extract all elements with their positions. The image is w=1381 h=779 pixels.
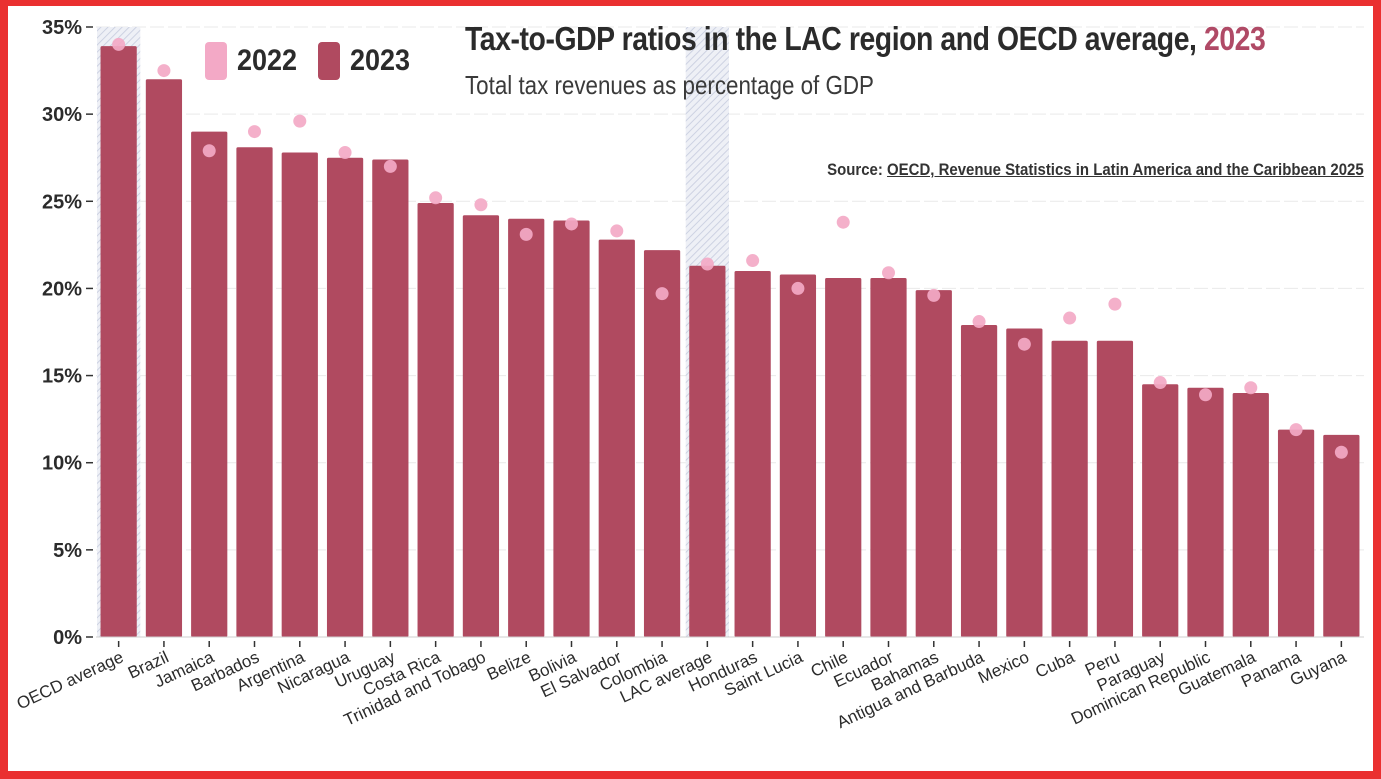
y-tick-label: 25%	[42, 191, 82, 213]
legend-swatch-2023	[317, 42, 340, 80]
chart-subtitle: Total tax revenues as percentage of GDP	[465, 70, 874, 100]
bar-2023	[960, 325, 998, 637]
dot-2022	[610, 224, 624, 238]
y-tick-label: 20%	[42, 278, 82, 300]
dots-2022	[112, 37, 1348, 459]
chart-title-year: 2023	[1203, 20, 1266, 57]
y-tick-label: 35%	[42, 17, 82, 39]
x-tick-label: OECD average	[14, 647, 127, 713]
legend: 2022 2023	[205, 42, 421, 80]
dot-2022	[519, 227, 533, 241]
dot-2022	[157, 64, 171, 78]
bar-2023	[1187, 387, 1224, 637]
bar-2023	[100, 46, 137, 637]
chart-title-main: Tax-to-GDP ratios in the LAC region and …	[465, 20, 1204, 57]
bar-2023	[326, 157, 364, 637]
dot-2022	[112, 37, 126, 51]
bar-2023	[870, 277, 907, 637]
dot-2022	[1244, 381, 1258, 395]
x-tick-label: Mexico	[975, 647, 1032, 687]
dot-2022	[1289, 423, 1303, 437]
dot-2022	[1334, 445, 1348, 459]
bar-2023	[1277, 429, 1315, 637]
dot-2022	[429, 191, 443, 205]
bar-2023	[689, 265, 726, 637]
dot-2022	[746, 254, 760, 268]
dot-2022	[474, 198, 488, 212]
dot-2022	[700, 257, 714, 271]
dot-2022	[248, 125, 261, 139]
bar-2023	[417, 203, 454, 637]
y-tick-label: 0%	[53, 627, 82, 649]
bar-2023	[1006, 328, 1043, 637]
dot-2022	[972, 315, 986, 329]
bar-2023	[1142, 384, 1179, 637]
bar-2023	[236, 147, 273, 637]
bar-2023	[779, 274, 817, 637]
bar-2023	[734, 271, 771, 637]
dot-2022	[202, 144, 216, 158]
y-tick-label: 5%	[53, 540, 82, 562]
legend-label-2023: 2023	[349, 44, 410, 77]
x-tick-label: Cuba	[1032, 647, 1077, 682]
bar-2023	[145, 79, 183, 638]
y-tick-label: 30%	[42, 104, 82, 126]
y-tick-label: 15%	[42, 366, 82, 388]
source-note: Source: OECD, Revenue Statistics in Lati…	[827, 160, 1364, 180]
bar-2023	[372, 159, 409, 637]
x-tick-label: Belize	[484, 647, 534, 684]
dot-2022	[882, 266, 895, 280]
bar-2023	[191, 131, 228, 638]
dot-2022	[927, 288, 941, 302]
dot-2022	[655, 287, 669, 301]
bar-2023	[1323, 434, 1360, 637]
bar-2023	[598, 239, 635, 637]
bar-2023	[508, 218, 545, 637]
bars-2023	[100, 46, 1360, 638]
dot-2022	[565, 217, 578, 231]
dot-2022	[293, 114, 307, 128]
dot-2022	[836, 215, 850, 229]
bar-2023	[915, 290, 952, 637]
bar-2023	[553, 220, 590, 637]
bar-2023	[825, 277, 862, 637]
bar-2023	[643, 250, 681, 638]
bar-2023	[462, 215, 500, 637]
dot-2022	[1017, 337, 1031, 351]
source-prefix: Source:	[827, 160, 888, 179]
dot-2022	[1153, 376, 1167, 390]
y-tick-label: 10%	[42, 453, 82, 475]
dot-2022	[383, 159, 397, 173]
dot-2022	[1108, 297, 1122, 311]
chart-title: Tax-to-GDP ratios in the LAC region and …	[465, 20, 1266, 58]
dot-2022	[338, 145, 352, 159]
dot-2022	[1199, 388, 1212, 402]
source-link[interactable]: OECD, Revenue Statistics in Latin Americ…	[887, 160, 1364, 179]
dot-2022	[791, 281, 805, 295]
bar-2023	[1096, 340, 1134, 637]
bar-2023	[1051, 340, 1088, 637]
bar-2023	[281, 152, 318, 637]
legend-swatch-2022	[205, 42, 227, 80]
legend-label-2022: 2022	[237, 44, 298, 77]
dot-2022	[1063, 311, 1077, 325]
bar-2023	[1232, 393, 1269, 637]
